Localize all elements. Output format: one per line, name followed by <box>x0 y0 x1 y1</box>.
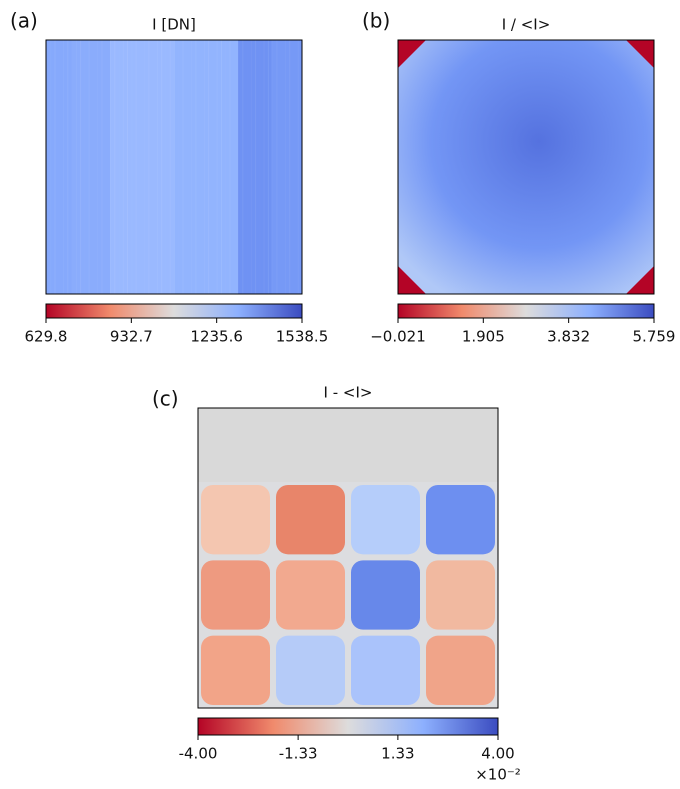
image-stripe <box>298 40 299 294</box>
image-stripe <box>123 40 124 294</box>
panel-title: I [DN] <box>152 16 196 34</box>
image-stripe <box>67 40 68 294</box>
image-stripe <box>217 40 218 294</box>
panel-label: (a) <box>10 9 38 33</box>
image-stripe <box>191 40 192 294</box>
colorbar-tick-label: 1235.6 <box>190 328 243 346</box>
image-stripe <box>272 40 273 294</box>
image-stripe <box>50 40 51 294</box>
panel-title: I / <I> <box>502 16 551 34</box>
image-stripe <box>80 40 81 294</box>
image-stripe <box>238 40 239 294</box>
image-stripe <box>242 40 243 294</box>
colorbar <box>46 304 302 318</box>
image-stripe <box>76 40 77 294</box>
image-stripe <box>212 40 213 294</box>
image-tile <box>426 560 495 629</box>
image-stripe <box>289 40 290 294</box>
image-stripe <box>170 40 171 294</box>
image-stripe <box>131 40 132 294</box>
image-stripe <box>276 40 277 294</box>
image-stripe <box>225 40 226 294</box>
colorbar-tick-label: 1.33 <box>381 745 414 763</box>
colorbar <box>198 718 498 735</box>
image-stripe <box>157 40 158 294</box>
colorbar-tick-label: 932.7 <box>110 328 153 346</box>
colorbar-tick-label: 3.832 <box>547 328 590 346</box>
image-bg <box>398 40 654 294</box>
panel-label: (b) <box>362 9 390 33</box>
image-stripe <box>247 40 248 294</box>
image-stripe <box>97 40 98 294</box>
image-stripe <box>84 40 85 294</box>
colorbar-tick-label: 629.8 <box>25 328 68 346</box>
colorbar-tick-label: 1.905 <box>462 328 505 346</box>
image-empty <box>198 408 498 482</box>
image-stripe <box>55 40 56 294</box>
colorbar-tick-label: −0.021 <box>370 328 426 346</box>
image-stripe <box>183 40 184 294</box>
image-tile <box>426 485 495 554</box>
image-tile <box>426 636 495 705</box>
image-stripe <box>63 40 64 294</box>
image-tile <box>351 485 420 554</box>
image-stripe <box>153 40 154 294</box>
image-tile <box>276 636 345 705</box>
image-tile <box>201 485 270 554</box>
image-stripe <box>114 40 115 294</box>
image-tile <box>276 560 345 629</box>
image-tile <box>276 485 345 554</box>
image-stripe <box>127 40 128 294</box>
image-stripe <box>208 40 209 294</box>
image-stripe <box>165 40 166 294</box>
image-stripe <box>101 40 102 294</box>
colorbar-tick-label: 5.759 <box>633 328 676 346</box>
panel-title: I - <I> <box>324 384 373 402</box>
panel-label: (c) <box>152 387 179 411</box>
image-stripe <box>174 40 175 294</box>
image-stripe <box>195 40 196 294</box>
image-stripe <box>106 40 107 294</box>
image-stripe <box>161 40 162 294</box>
colorbar-tick-label: -4.00 <box>179 745 218 763</box>
image-band <box>72 40 111 294</box>
image-tile <box>351 636 420 705</box>
colorbar <box>398 304 654 318</box>
colorbar-tick-label: 4.00 <box>481 745 514 763</box>
image-stripe <box>119 40 120 294</box>
image-stripe <box>200 40 201 294</box>
colorbar-tick-label: 1538.5 <box>276 328 329 346</box>
image-stripe <box>144 40 145 294</box>
image-band <box>110 40 175 294</box>
image-stripe <box>229 40 230 294</box>
image-stripe <box>110 40 111 294</box>
image-stripe <box>148 40 149 294</box>
image-stripe <box>221 40 222 294</box>
image-tile <box>201 560 270 629</box>
image-stripe <box>178 40 179 294</box>
image-stripe <box>136 40 137 294</box>
image-stripe <box>72 40 73 294</box>
colorbar-tick-label: -1.33 <box>279 745 318 763</box>
colorbar-offset: ×10⁻² <box>475 766 521 784</box>
image-stripe <box>264 40 265 294</box>
image-stripe <box>59 40 60 294</box>
image-stripe <box>285 40 286 294</box>
image-stripe <box>251 40 252 294</box>
figure: (a) I [DN] 629.8 932.7 1235.6 1538.5 (b) I / <I… <box>0 0 680 785</box>
image-band <box>174 40 239 294</box>
image-tile <box>201 636 270 705</box>
image-stripe <box>293 40 294 294</box>
image-stripe <box>89 40 90 294</box>
image-tile <box>351 560 420 629</box>
image-stripe <box>268 40 269 294</box>
image-stripe <box>259 40 260 294</box>
image-stripe <box>255 40 256 294</box>
image-stripe <box>204 40 205 294</box>
